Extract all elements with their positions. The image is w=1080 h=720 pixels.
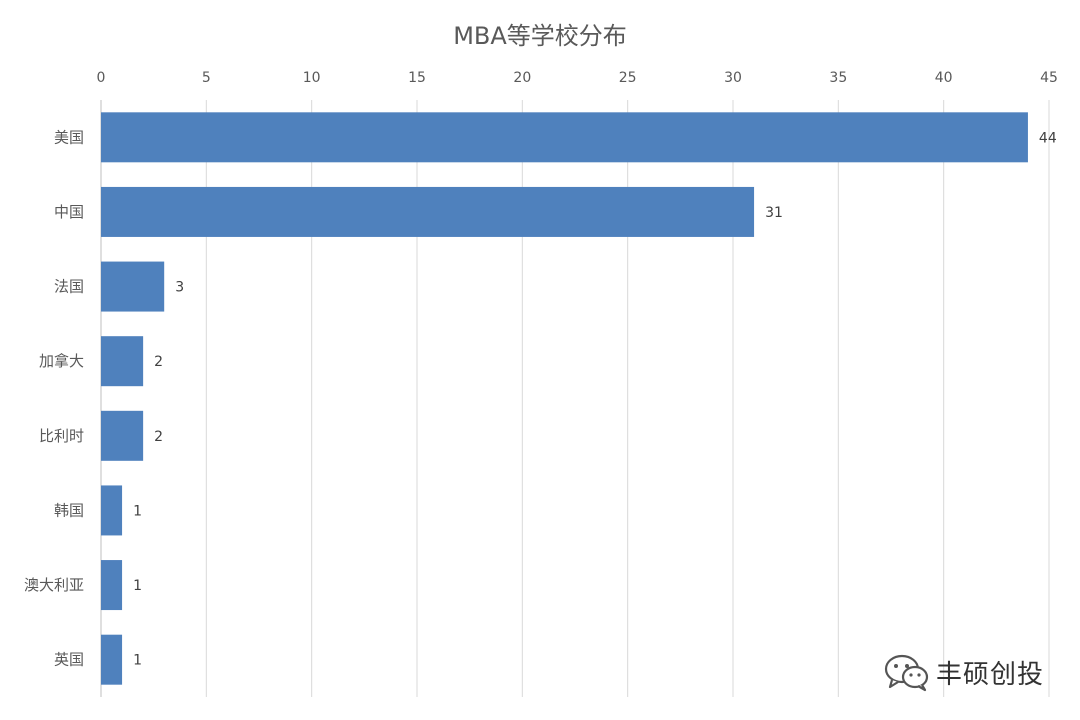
x-tick-label: 10 xyxy=(303,70,321,86)
x-tick-label: 20 xyxy=(513,70,531,86)
x-tick-label: 25 xyxy=(619,70,637,86)
bar xyxy=(101,261,165,312)
category-label: 中国 xyxy=(54,203,84,221)
bar xyxy=(101,336,144,387)
bar xyxy=(101,634,123,685)
category-label: 韩国 xyxy=(54,501,84,519)
watermark: 丰硕创投 xyxy=(884,652,1044,692)
data-label: 2 xyxy=(154,354,163,370)
category-label: 英国 xyxy=(54,651,84,669)
category-label: 澳大利亚 xyxy=(24,576,84,594)
category-label: 法国 xyxy=(54,278,84,296)
bar xyxy=(101,485,123,536)
data-label: 1 xyxy=(133,653,142,669)
data-label: 1 xyxy=(133,503,142,519)
x-tick-label: 45 xyxy=(1040,70,1058,86)
x-tick-label: 35 xyxy=(829,70,847,86)
data-label: 1 xyxy=(133,578,142,594)
chart-title: MBA等学校分布 xyxy=(453,22,627,50)
wechat-icon xyxy=(884,654,929,692)
bar xyxy=(101,112,1028,163)
x-tick-label: 15 xyxy=(408,70,426,86)
category-label: 加拿大 xyxy=(39,352,84,370)
data-label: 2 xyxy=(154,429,163,445)
data-label: 44 xyxy=(1039,130,1057,146)
data-label: 31 xyxy=(765,205,783,221)
category-label: 美国 xyxy=(54,128,84,146)
watermark-text: 丰硕创投 xyxy=(936,659,1045,690)
bar xyxy=(101,560,123,611)
category-label: 比利时 xyxy=(39,427,84,445)
x-tick-label: 0 xyxy=(97,70,106,86)
x-tick-label: 5 xyxy=(202,70,211,86)
x-tick-label: 30 xyxy=(724,70,742,86)
data-label: 3 xyxy=(175,280,184,296)
x-tick-label: 40 xyxy=(935,70,953,86)
bar xyxy=(101,410,144,461)
bar xyxy=(101,186,755,237)
